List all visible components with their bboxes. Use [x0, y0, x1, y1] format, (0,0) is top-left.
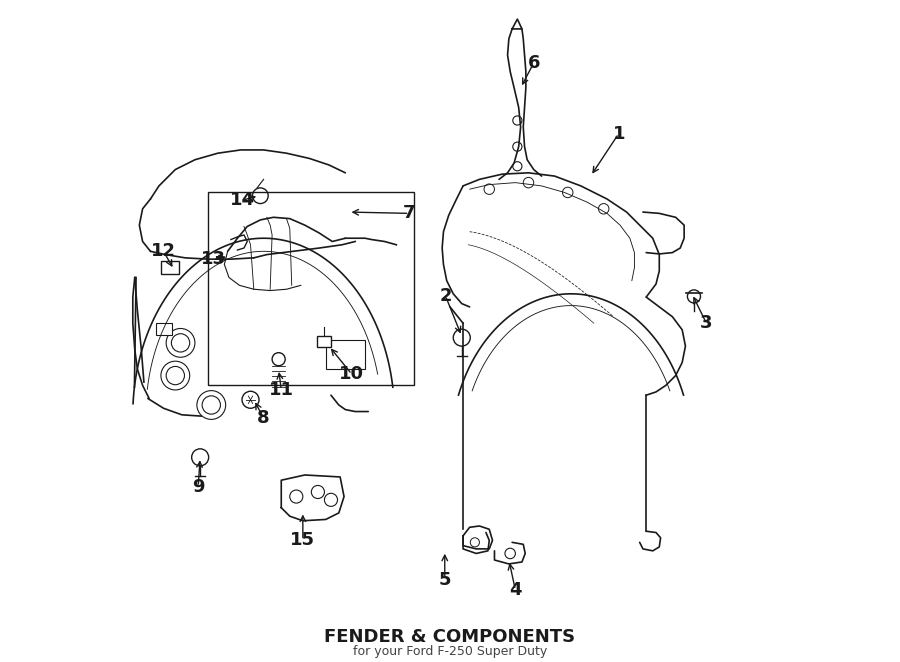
Text: 11: 11 — [269, 381, 293, 399]
Text: 9: 9 — [192, 478, 204, 496]
Bar — [161, 261, 179, 274]
Text: 3: 3 — [700, 314, 713, 332]
Text: 10: 10 — [339, 365, 365, 383]
Text: 1: 1 — [613, 124, 625, 142]
Text: 5: 5 — [438, 571, 451, 589]
Text: FENDER & COMPONENTS: FENDER & COMPONENTS — [324, 628, 576, 646]
Text: 15: 15 — [291, 532, 315, 549]
Text: 13: 13 — [201, 250, 226, 268]
Text: 2: 2 — [439, 287, 452, 305]
Text: 7: 7 — [403, 205, 416, 222]
Text: 6: 6 — [527, 54, 540, 72]
Text: 12: 12 — [151, 242, 176, 260]
Bar — [156, 323, 172, 335]
Text: 14: 14 — [230, 191, 255, 209]
Text: for your Ford F-250 Super Duty: for your Ford F-250 Super Duty — [353, 645, 547, 658]
Bar — [317, 336, 331, 348]
Bar — [326, 340, 365, 369]
Text: 4: 4 — [509, 581, 522, 599]
Text: 8: 8 — [257, 409, 270, 427]
Bar — [208, 193, 414, 385]
